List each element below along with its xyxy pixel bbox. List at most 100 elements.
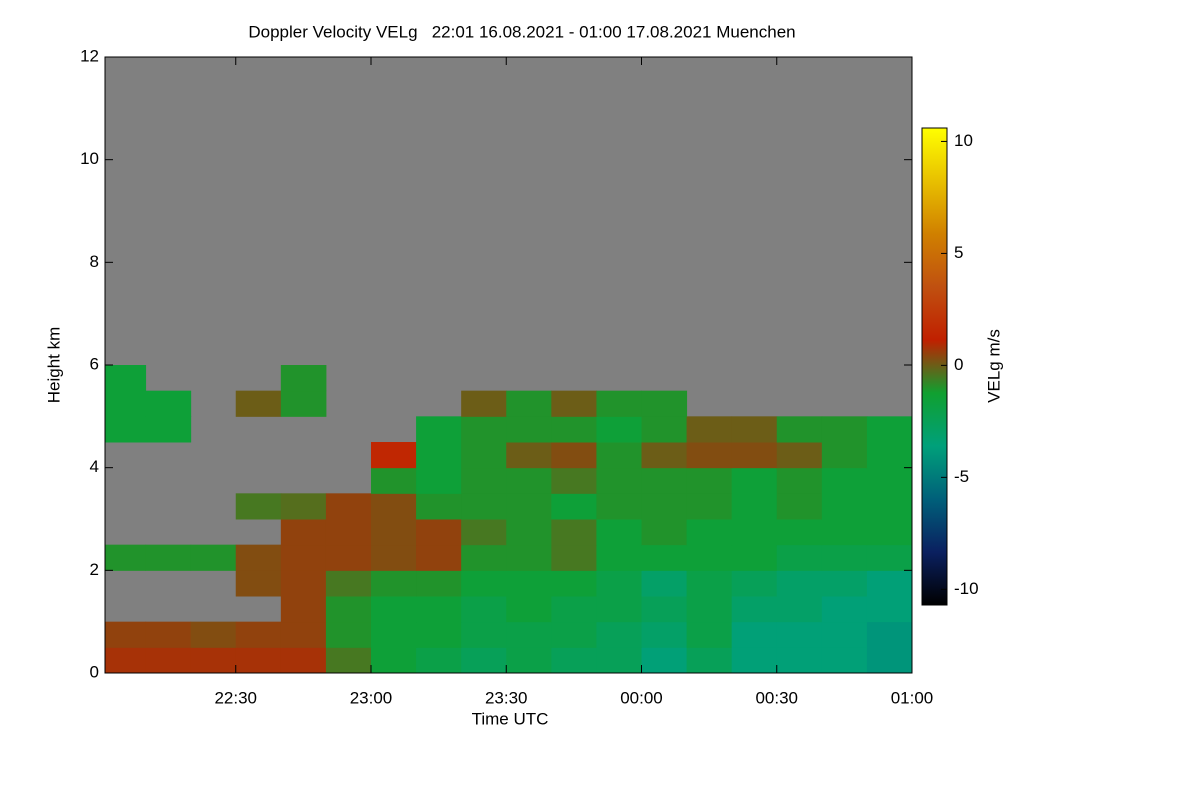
heatmap-cell	[461, 596, 507, 623]
heatmap-cell	[686, 493, 733, 520]
heatmap-cell	[461, 442, 507, 469]
heatmap-cell	[105, 544, 147, 571]
heatmap-cell	[325, 519, 372, 546]
heatmap-cell	[506, 647, 552, 674]
heatmap-cell	[821, 442, 868, 469]
heatmap-cell	[596, 647, 642, 674]
colorbar-tick-label: 0	[954, 355, 963, 374]
x-tick-label: 23:30	[485, 688, 528, 707]
x-axis-label: Time UTC	[472, 709, 549, 728]
heatmap-cell	[370, 570, 417, 597]
heatmap-cell	[370, 519, 417, 546]
heatmap-cell	[190, 621, 237, 648]
heatmap-cell	[235, 493, 282, 520]
heatmap-cell	[461, 544, 507, 571]
heatmap-cell	[731, 570, 778, 597]
heatmap-cell	[776, 493, 823, 520]
heatmap-cell	[506, 493, 552, 520]
heatmap-cell	[641, 570, 688, 597]
heatmap-cell	[280, 544, 327, 571]
x-tick-label: 01:00	[891, 688, 934, 707]
heatmap-cell	[731, 647, 778, 674]
heatmap-cell	[776, 467, 823, 494]
heatmap-cell	[641, 596, 688, 623]
heatmap-cell	[280, 365, 327, 392]
heatmap-cell	[821, 570, 868, 597]
x-tick-label: 00:00	[620, 688, 663, 707]
colorbar-tick-label: -5	[954, 467, 969, 486]
heatmap-cell	[145, 647, 192, 674]
heatmap-cell	[776, 416, 823, 443]
heatmap-cell	[551, 390, 597, 417]
heatmap-cell	[235, 621, 282, 648]
heatmap-cell	[416, 416, 462, 443]
heatmap-cell	[866, 467, 913, 494]
heatmap-cell	[641, 621, 688, 648]
heatmap-cell	[416, 519, 462, 546]
heatmap-cell	[776, 519, 823, 546]
heatmap-cell	[235, 647, 282, 674]
heatmap-cell	[866, 647, 913, 674]
heatmap-cell	[370, 493, 417, 520]
heatmap-cell	[190, 647, 237, 674]
heatmap-cell	[596, 493, 642, 520]
heatmap-cell	[370, 596, 417, 623]
heatmap-cell	[686, 519, 733, 546]
heatmap-cell	[370, 544, 417, 571]
heatmap-cell	[506, 519, 552, 546]
heatmap-cell	[551, 647, 597, 674]
heatmap-cell	[686, 467, 733, 494]
heatmap-cell	[551, 416, 597, 443]
heatmap-cell	[280, 596, 327, 623]
y-axis-label: Height km	[44, 327, 63, 404]
heatmap-cell	[866, 416, 913, 443]
x-tick-label: 00:30	[755, 688, 798, 707]
heatmap-cell	[506, 570, 552, 597]
heatmap-cell	[280, 390, 327, 417]
heatmap-cell	[325, 621, 372, 648]
heatmap-cell	[641, 390, 688, 417]
heatmap-cell	[551, 544, 597, 571]
heatmap-cell	[235, 390, 282, 417]
heatmap-cell	[641, 493, 688, 520]
heatmap-cell	[776, 544, 823, 571]
heatmap-cell	[506, 416, 552, 443]
heatmap-cell	[551, 442, 597, 469]
heatmap-cell	[821, 647, 868, 674]
heatmap-cell	[280, 493, 327, 520]
heatmap-cell	[866, 596, 913, 623]
heatmap-cell	[731, 621, 778, 648]
heatmap-cell	[325, 570, 372, 597]
heatmap-cell	[596, 390, 642, 417]
heatmap-cell	[461, 467, 507, 494]
heatmap-cell	[641, 647, 688, 674]
heatmap-cell	[461, 519, 507, 546]
heatmap-cell	[416, 442, 462, 469]
heatmap-cell	[596, 544, 642, 571]
heatmap-cell	[416, 493, 462, 520]
colorbar-tick-label: -10	[954, 579, 979, 598]
heatmap-cell	[821, 467, 868, 494]
heatmap-cell	[866, 519, 913, 546]
heatmap-cell	[596, 442, 642, 469]
heatmap-cell	[235, 544, 282, 571]
heatmap-cell	[145, 390, 192, 417]
colorbar-label: VELg m/s	[984, 329, 1003, 403]
heatmap-cell	[145, 416, 192, 443]
heatmap-cell	[416, 647, 462, 674]
heatmap-cell	[686, 442, 733, 469]
heatmap-cell	[641, 519, 688, 546]
heatmap-cell	[596, 621, 642, 648]
heatmap-cell	[416, 544, 462, 571]
heatmap-cell	[461, 647, 507, 674]
heatmap-cell	[596, 416, 642, 443]
heatmap-cell	[325, 647, 372, 674]
y-tick-label: 6	[90, 354, 99, 373]
x-tick-label: 23:00	[350, 688, 393, 707]
heatmap-cell	[551, 493, 597, 520]
heatmap-cell	[325, 544, 372, 571]
heatmap-cell	[641, 442, 688, 469]
heatmap-cell	[641, 467, 688, 494]
heatmap-cell	[686, 596, 733, 623]
